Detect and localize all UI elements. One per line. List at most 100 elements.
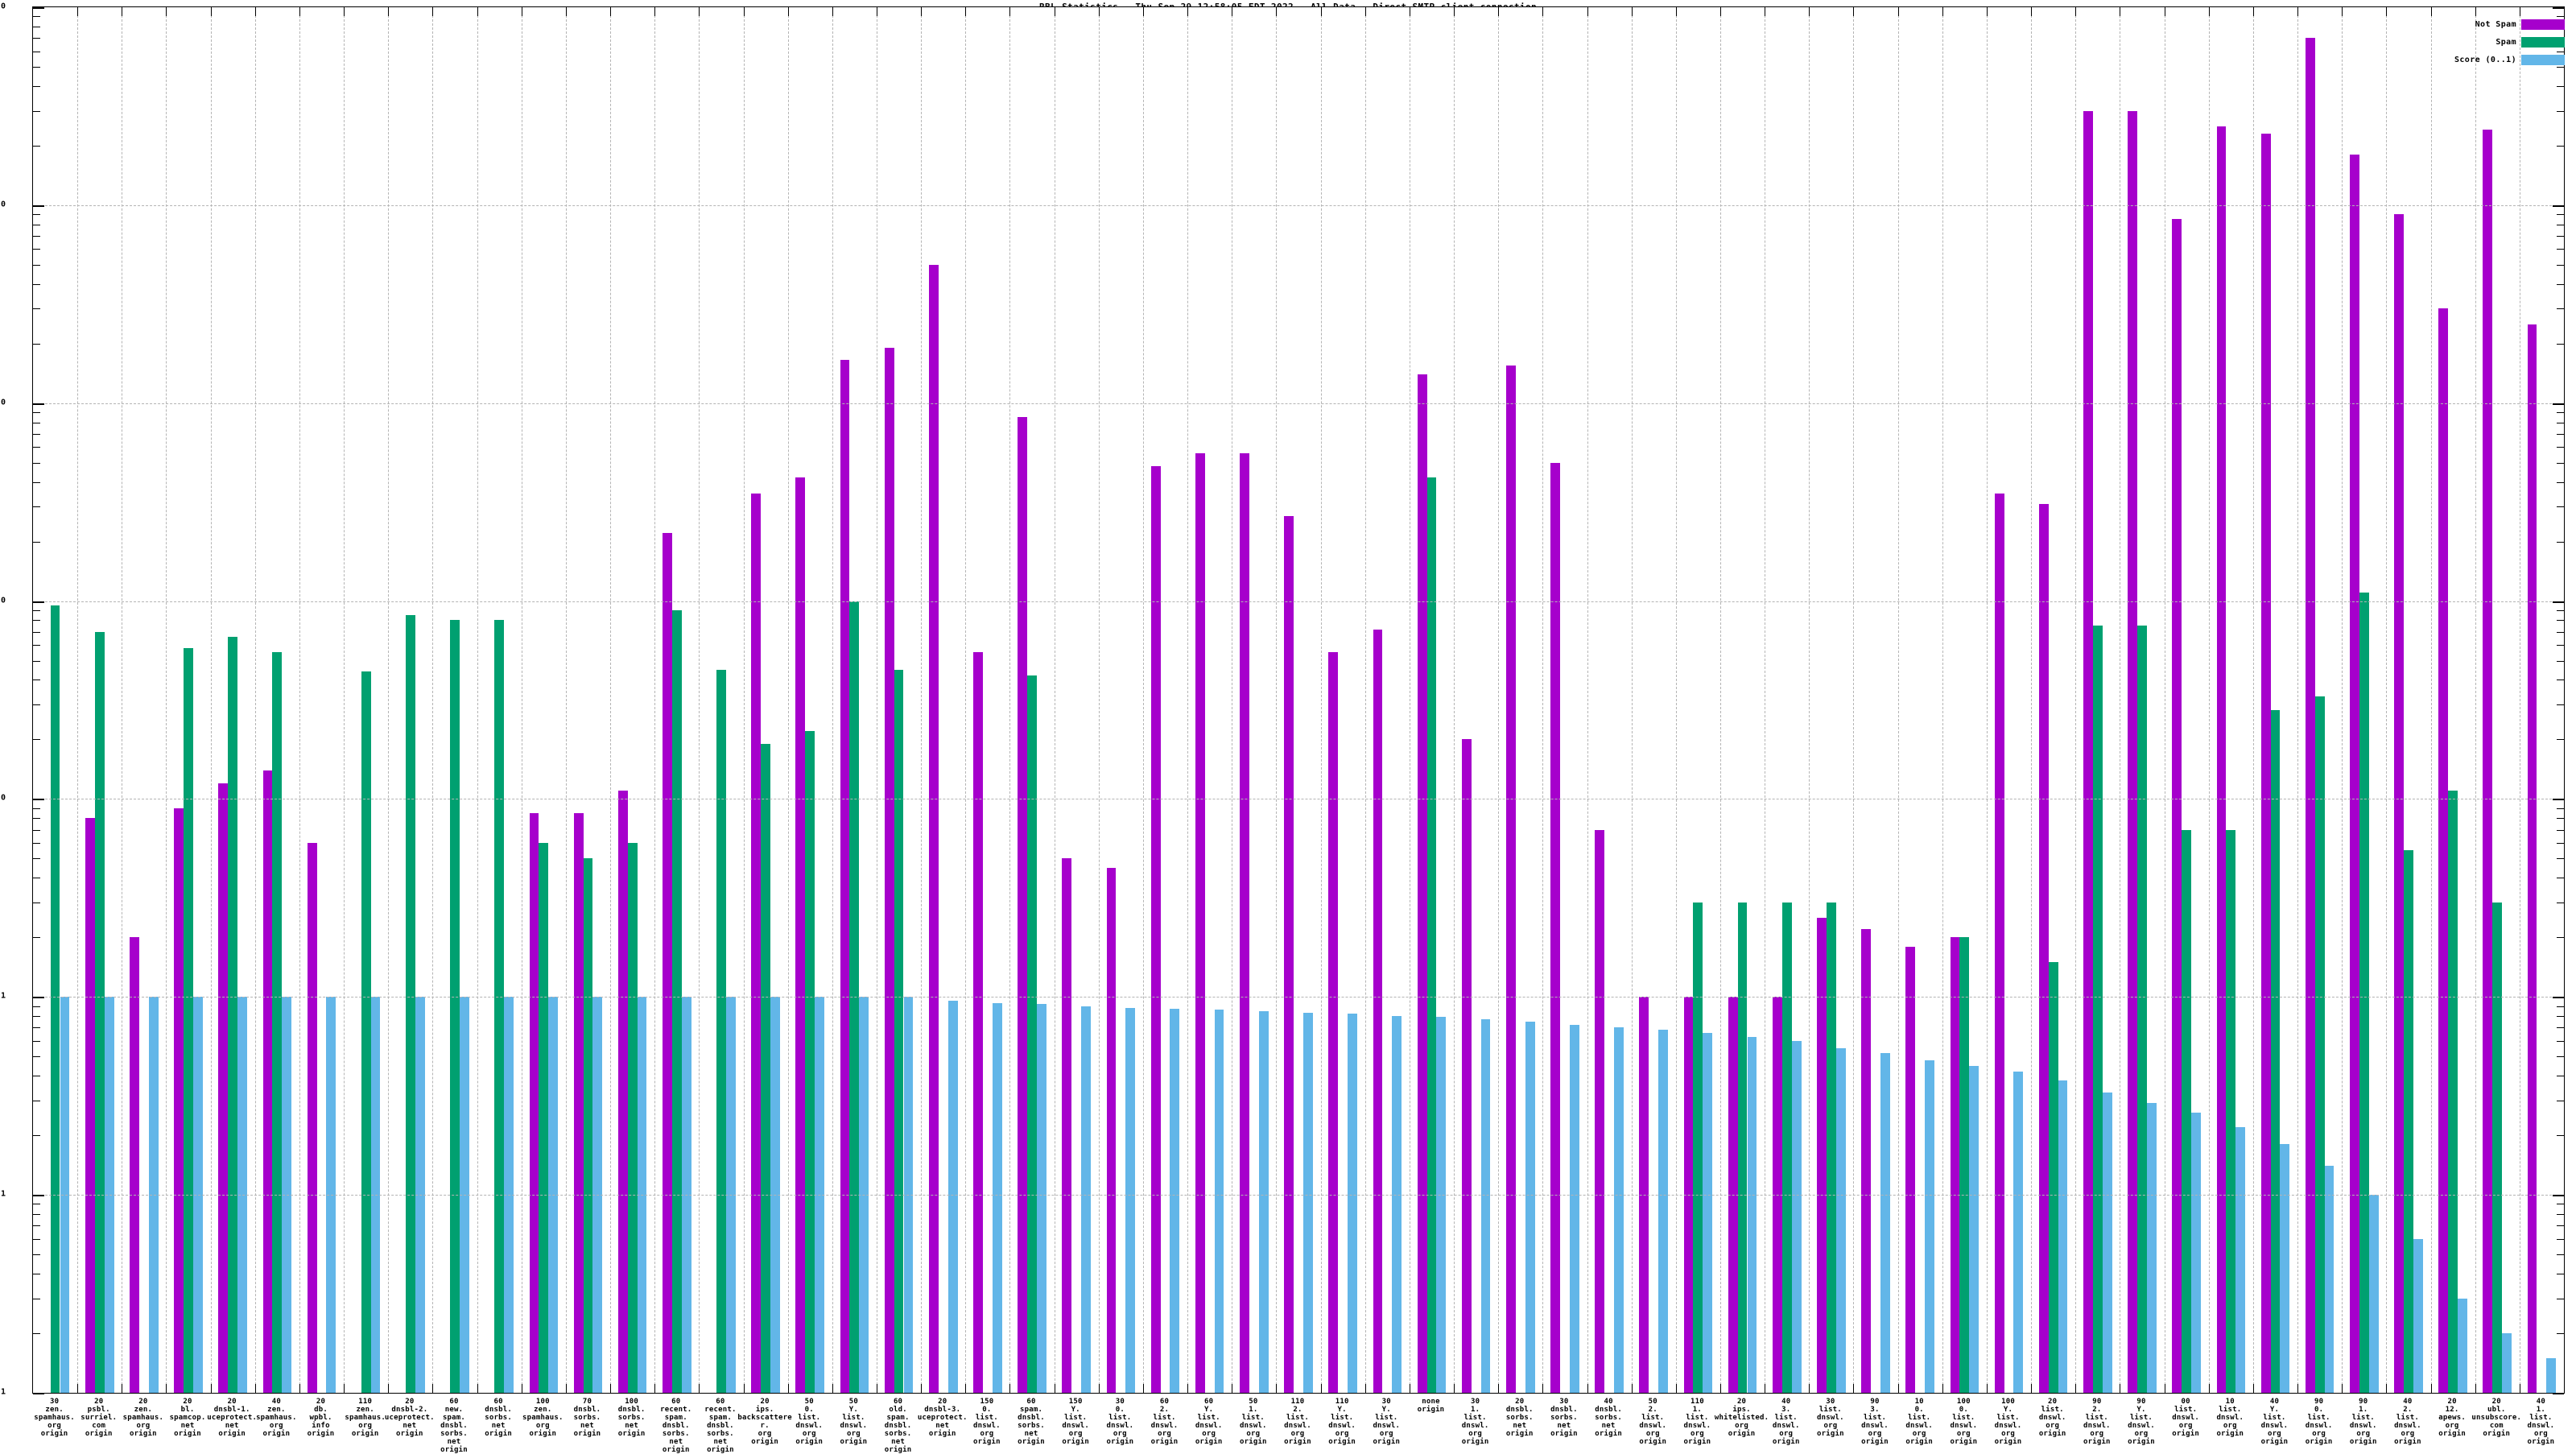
x-axis-label-line: list.	[1331, 1414, 1354, 1422]
x-axis-label-line: bl.	[180, 1406, 195, 1414]
x-axis-tick	[2031, 7, 2033, 16]
x-axis-label-line: dnswl.	[1150, 1422, 1179, 1430]
bar-score	[1835, 1048, 1846, 1393]
y-axis-minor-tick	[33, 1238, 40, 1240]
bar-not-spam	[663, 533, 672, 1393]
x-axis-tick	[2342, 1384, 2343, 1393]
x-axis-label-line: 20	[2048, 1398, 2058, 1406]
x-axis-label-line: org	[1290, 1430, 1305, 1438]
x-axis-label-line: net	[1557, 1422, 1571, 1430]
x-axis-label: 20 dnsbl-3. uceprotect. net origin	[915, 1398, 970, 1438]
x-axis-label-line: list.	[1641, 1414, 1665, 1422]
y-axis-minor-tick	[2557, 1016, 2564, 1018]
x-axis-label-line: 00	[2181, 1398, 2190, 1406]
y-axis-minor-tick	[33, 1332, 40, 1334]
bar-not-spam	[795, 477, 806, 1393]
x-axis-tick	[921, 1384, 923, 1393]
x-axis-tick	[2252, 1384, 2254, 1393]
y-axis-minor-tick	[33, 645, 40, 646]
y-axis-minor-tick	[33, 829, 40, 831]
bar-spam	[805, 731, 815, 1393]
gridline-vertical	[1364, 7, 1366, 1393]
x-axis-label-line: Y.	[1381, 1406, 1391, 1414]
y-axis-minor-tick	[33, 660, 40, 662]
x-axis-tick	[654, 1384, 656, 1393]
x-axis-tick	[299, 7, 300, 16]
x-axis-label-line: 90	[2314, 1398, 2324, 1406]
x-axis-label-line: origin	[1461, 1438, 1489, 1446]
bar-score	[681, 997, 691, 1393]
bar-score	[1348, 1014, 1357, 1393]
y-axis-minor-tick	[2557, 1238, 2564, 1240]
x-axis-label-line: org	[2356, 1430, 2371, 1438]
x-axis-label-line: 40	[271, 1398, 281, 1406]
x-axis-label: 110 1. list. dnswl. org origin	[1670, 1398, 1724, 1446]
x-axis-label-line: list.	[1774, 1414, 1798, 1422]
bar-spam	[405, 614, 415, 1393]
x-axis-label-line: dnswl.	[1950, 1422, 1978, 1430]
y-axis-tick	[33, 1195, 44, 1197]
bar-spam	[272, 652, 283, 1393]
x-axis-label: 100 0. list. dnswl. org origin	[1936, 1398, 1991, 1446]
x-axis-label: 40 2. list. dnswl. org origin	[2380, 1398, 2435, 1446]
x-axis-label-line: Y.	[2136, 1406, 2146, 1414]
x-axis-label-line: list.	[1241, 1414, 1265, 1422]
x-axis-tick	[832, 7, 833, 16]
y-axis-tick	[2553, 1195, 2564, 1197]
x-axis-label: 110 2. list. dnswl. org origin	[1270, 1398, 1325, 1446]
x-axis-label-line: 90	[2136, 1398, 2146, 1406]
x-axis-tick	[1720, 1384, 1721, 1393]
gridline-vertical	[388, 7, 390, 1393]
x-axis-label-line: 20	[2491, 1398, 2501, 1406]
gridline-vertical	[1276, 7, 1278, 1393]
x-axis-tick	[565, 1384, 567, 1393]
x-axis-label-line: zen.	[356, 1406, 374, 1414]
y-axis-tick-label: 10	[0, 793, 6, 803]
x-axis-tick	[1142, 1384, 1144, 1393]
x-axis-label-line: org	[1956, 1430, 1971, 1438]
x-axis-tick	[388, 7, 390, 16]
legend-swatch-spam	[2521, 37, 2565, 48]
x-axis-label-line: origin	[485, 1430, 512, 1438]
gridline-vertical	[166, 7, 167, 1393]
y-axis-minor-tick	[2557, 1006, 2564, 1007]
x-axis-tick	[2475, 7, 2476, 16]
x-axis-label-line: dnsbl.	[617, 1406, 646, 1414]
x-axis-label-line: org	[980, 1430, 994, 1438]
y-axis-minor-tick	[33, 631, 40, 633]
x-axis-label-line: Y.	[1071, 1406, 1080, 1414]
bar-score	[2191, 1113, 2201, 1393]
gridline-vertical	[2430, 7, 2432, 1393]
x-axis-label-line: 50	[804, 1398, 814, 1406]
bar-not-spam	[2438, 308, 2449, 1393]
x-axis-label-line: 50	[1249, 1398, 1258, 1406]
y-axis-minor-tick	[2557, 308, 2564, 310]
x-axis-label-line: sorbs.	[440, 1430, 468, 1438]
x-axis-tick	[210, 7, 212, 16]
x-axis-label-line: 70	[582, 1398, 592, 1406]
bar-not-spam	[1905, 946, 1916, 1393]
y-axis-minor-tick	[2557, 249, 2564, 250]
y-axis-minor-tick	[2557, 842, 2564, 844]
bar-spam	[894, 669, 904, 1393]
x-axis-tick	[787, 1384, 789, 1393]
y-axis-minor-tick	[2557, 645, 2564, 646]
y-axis-minor-tick	[33, 110, 40, 112]
x-axis-label-line: list.	[1908, 1414, 1931, 1422]
bar-score	[326, 997, 336, 1393]
x-axis-label: 30 list. dnswl. org origin	[1803, 1398, 1858, 1438]
x-axis-label-line: origin	[529, 1430, 557, 1438]
x-axis-label-line: org	[1690, 1430, 1704, 1438]
x-axis-label-line: 1.	[1249, 1406, 1258, 1414]
bar-score	[504, 997, 514, 1393]
y-axis-minor-tick	[33, 447, 40, 448]
x-axis-label-line: psbl.	[87, 1406, 110, 1414]
x-axis-label-line: 100	[625, 1398, 639, 1406]
bar-score	[947, 1000, 958, 1393]
bar-not-spam	[1728, 997, 1738, 1393]
gridline-vertical	[1809, 7, 1810, 1393]
x-axis-label-line: 40	[2403, 1398, 2413, 1406]
bar-score	[815, 997, 825, 1393]
x-axis-label-line: 100	[1956, 1398, 1971, 1406]
